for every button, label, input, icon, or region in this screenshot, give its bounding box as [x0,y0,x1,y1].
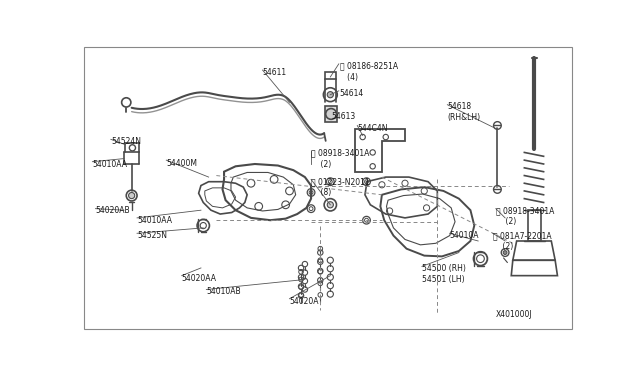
Circle shape [326,109,337,119]
Text: 54524N: 54524N [111,137,141,146]
Text: Ⓝ 08918-3401A
    (2): Ⓝ 08918-3401A (2) [311,148,369,169]
Text: 54010A: 54010A [450,231,479,240]
Text: 54614: 54614 [340,89,364,98]
Text: 54613: 54613 [332,112,356,121]
Text: 54611: 54611 [262,68,287,77]
Text: X401000J: X401000J [496,310,532,319]
Circle shape [503,251,507,254]
Text: Ⓑ 081A7-2201A
    (2): Ⓑ 081A7-2201A (2) [493,231,552,251]
Text: 54400M: 54400M [166,158,197,168]
Text: 54020A: 54020A [289,297,319,306]
Polygon shape [325,106,337,122]
Text: 54500 (RH)
54501 (LH): 54500 (RH) 54501 (LH) [422,264,466,284]
Circle shape [327,202,333,208]
Text: 54020AA: 54020AA [182,274,217,283]
Text: 54525N: 54525N [137,231,167,240]
Text: 54010AA: 54010AA [92,160,127,169]
Text: Ⓝ 01223-N2011
    (8): Ⓝ 01223-N2011 (8) [311,177,370,197]
Text: Ⓑ 08186-8251A
   (4): Ⓑ 08186-8251A (4) [340,62,397,82]
Circle shape [129,192,135,199]
Text: Ⓝ 08918-3401A
    (2): Ⓝ 08918-3401A (2) [496,206,554,227]
Text: 54010AB: 54010AB [206,287,241,296]
Text: 54010AA: 54010AA [137,216,172,225]
Text: 54618
(RH&LH): 54618 (RH&LH) [447,102,481,122]
Circle shape [327,92,333,98]
Text: 544C4N: 544C4N [357,124,388,133]
Text: 54020AB: 54020AB [95,206,130,215]
